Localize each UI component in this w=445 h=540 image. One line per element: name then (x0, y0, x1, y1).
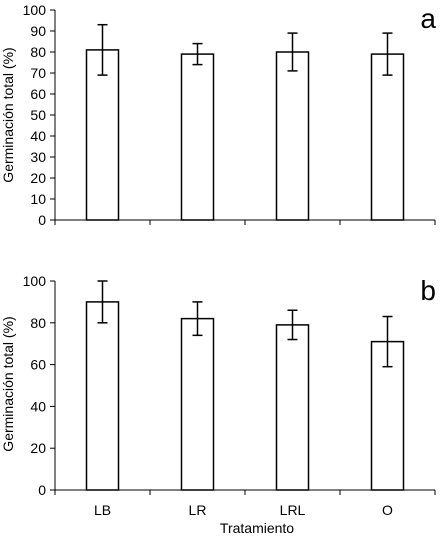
panel-a-y-tick-label-30: 30 (30, 149, 46, 165)
panel-b-bar-lrl (275, 324, 310, 491)
panel-b: b Germinación total (%) Tratamiento LB LR… (0, 273, 436, 536)
panel-a: a Germinación total (%) 0 10 20 30 40 50 60 70 8… (0, 2, 436, 228)
panel-b-y-tick-label-20: 20 (30, 440, 46, 456)
panel-b-x-tick-label-lrl: LRL (280, 502, 306, 518)
panel-a-y-tick-label-70: 70 (30, 65, 46, 81)
panel-b-y-tick-label-60: 60 (30, 357, 46, 373)
panel-b-y-tick-label-0: 0 (38, 482, 46, 498)
panel-a-y-tick-label-60: 60 (30, 86, 46, 102)
panel-b-x-axis-title: Tratamiento (220, 520, 294, 536)
panel-b-x-tick-label-lr: LR (189, 502, 207, 518)
panel-b-x-tick-label-o: O (382, 502, 393, 518)
panel-a-letter: a (420, 3, 436, 34)
panel-a-y-axis-title: Germinación total (%) (0, 47, 16, 182)
panel-a-y-tick-label-80: 80 (30, 44, 46, 60)
panel-b-y-tick-label-80: 80 (30, 315, 46, 331)
panel-a-bar-lb (85, 49, 120, 221)
panel-a-y-tick-label-90: 90 (30, 23, 46, 39)
panel-a-bar-lrl (275, 51, 310, 221)
panel-b-y-axis-title: Germinación total (%) (0, 316, 16, 451)
panel-a-y-tick-label-10: 10 (30, 191, 46, 207)
panel-b-x-tick-label-lb: LB (94, 502, 111, 518)
panel-b-y-tick-label-100: 100 (23, 273, 47, 289)
panel-a-y-tick-label-40: 40 (30, 128, 46, 144)
panel-b-y-tick-label-40: 40 (30, 398, 46, 414)
panel-b-bar-lr (180, 317, 215, 491)
panel-a-bar-lr (180, 53, 215, 221)
panel-a-y-tick-label-50: 50 (30, 107, 46, 123)
panel-a-y-tick-label-20: 20 (30, 170, 46, 186)
panel-b-letter: b (420, 275, 436, 306)
panel-b-bar-lb (85, 301, 120, 491)
panel-a-y-tick-label-0: 0 (38, 212, 46, 228)
panel-a-y-tick-label-100: 100 (23, 2, 47, 18)
panel-a-bar-o (370, 53, 405, 221)
